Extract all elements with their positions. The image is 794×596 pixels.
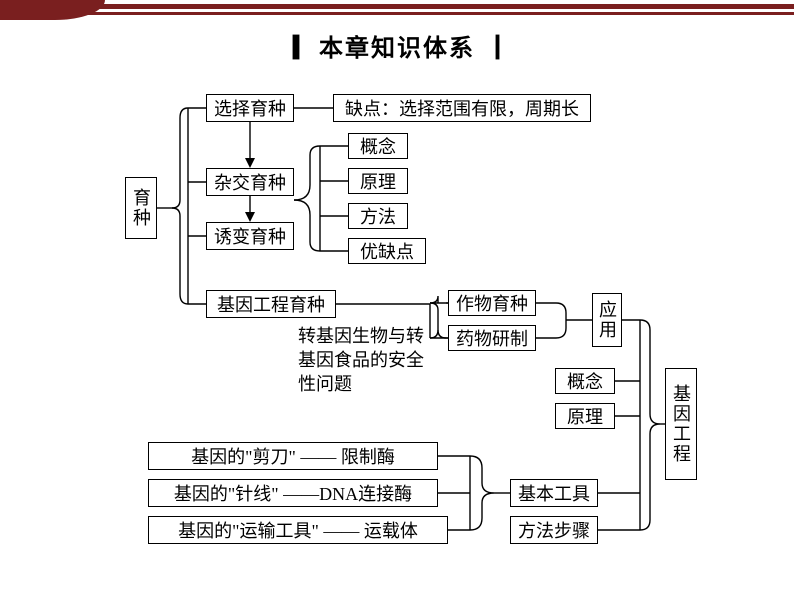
node-root: 育种 — [125, 177, 157, 239]
top-decoration — [0, 0, 794, 24]
node-gainian: 概念 — [348, 133, 408, 159]
node-gongju: 基本工具 — [510, 479, 598, 507]
node-xuanze: 选择育种 — [206, 94, 294, 122]
node-youbian: 诱变育种 — [206, 222, 294, 250]
node-jiandao: 基因的"剪刀" —— 限制酶 — [148, 442, 438, 470]
node-jiyin_gc: 基因工程 — [665, 368, 697, 480]
node-jiyin_gc_yz: 基因工程育种 — [206, 290, 336, 318]
node-yuanli: 原理 — [348, 168, 408, 194]
node-buzhou: 方法步骤 — [510, 516, 598, 544]
node-zhuanjiyin: 转基因生物与转基因食品的安全性问题 — [288, 325, 438, 395]
node-yaowu: 药物研制 — [448, 325, 536, 351]
node-zhenxian: 基因的"针线" ——DNA连接酶 — [148, 479, 438, 507]
node-gainian2: 概念 — [555, 368, 615, 394]
node-yingyong: 应用 — [592, 293, 622, 347]
node-yunshu: 基因的"运输工具" —— 运载体 — [148, 516, 448, 544]
chapter-title: ▎本章知识体系▕ — [0, 28, 794, 63]
node-zajiao: 杂交育种 — [206, 168, 294, 196]
node-fangfa: 方法 — [348, 203, 408, 229]
node-quedian: 缺点：选择范围有限，周期长 — [333, 94, 591, 122]
node-yuanli2: 原理 — [555, 403, 615, 429]
node-zuowu: 作物育种 — [448, 290, 536, 316]
node-youquedian: 优缺点 — [348, 238, 426, 264]
